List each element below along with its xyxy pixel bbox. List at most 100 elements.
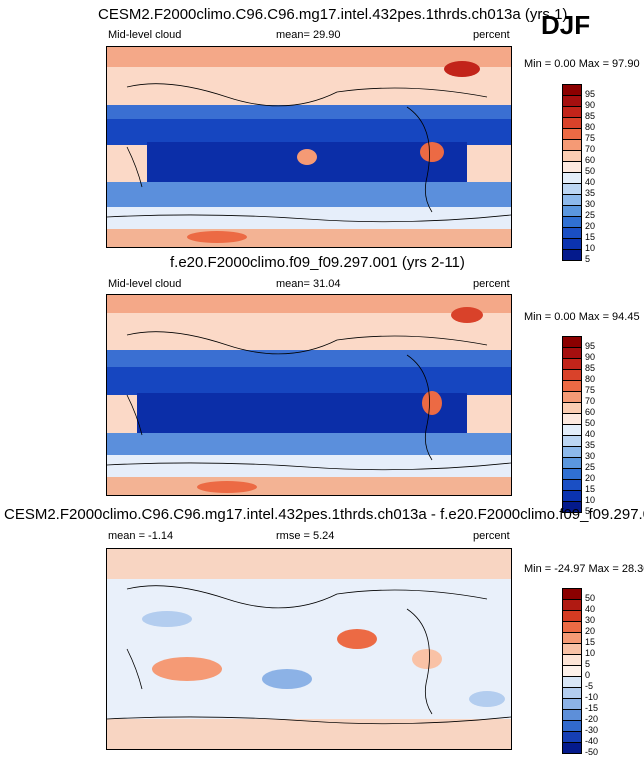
colorbar-level-label: -10 <box>585 692 599 702</box>
colorbar-swatch <box>563 195 581 206</box>
colorbar-level-label: 90 <box>585 100 596 110</box>
colorbar-swatch <box>563 140 581 151</box>
colorbar-swatch <box>563 699 581 710</box>
colorbar-level-label: 40 <box>585 429 596 439</box>
colorbar-level-label: 40 <box>585 604 596 614</box>
panel3-title: CESM2.F2000climo.C96.C96.mg17.intel.432p… <box>4 506 644 523</box>
panel3-rmse-label: rmse = 5.24 <box>276 530 335 542</box>
colorbar-swatch <box>563 721 581 732</box>
colorbar-swatch <box>563 173 581 184</box>
colorbar-swatch <box>563 480 581 491</box>
colorbar-level-label: 60 <box>585 155 596 165</box>
colorbar-swatch <box>563 206 581 217</box>
panel3-mean-label: mean = -1.14 <box>108 530 174 542</box>
colorbar-swatch <box>563 85 581 96</box>
panel1-title: CESM2.F2000climo.C96.C96.mg17.intel.432p… <box>98 6 568 23</box>
colorbar-level-label: 25 <box>585 462 596 472</box>
colorbar-level-label: 15 <box>585 637 596 647</box>
panel3-minmax-label: Min = -24.97 Max = 28.30 <box>524 563 644 575</box>
colorbar-level-label: 20 <box>585 626 596 636</box>
colorbar-level-label: 85 <box>585 111 596 121</box>
panel3-map-svg <box>107 549 511 749</box>
panel2-colorbar-swatches <box>562 336 582 513</box>
colorbar-swatch <box>563 611 581 622</box>
panel1-map <box>106 46 512 248</box>
colorbar-swatch <box>563 666 581 677</box>
colorbar-level-label: 10 <box>585 648 596 658</box>
colorbar-level-label: 5 <box>585 506 591 516</box>
panel1-units-label: percent <box>473 29 510 41</box>
panel3-colorbar: 50 40 30 20 15 10 5 0 -5 -10 -15 -20 -30 -40 -50 <box>562 588 598 757</box>
colorbar-swatch <box>563 425 581 436</box>
colorbar-level-label: 40 <box>585 177 596 187</box>
colorbar-swatch <box>563 655 581 666</box>
colorbar-swatch <box>563 502 581 513</box>
colorbar-level-label: 20 <box>585 473 596 483</box>
colorbar-swatch <box>563 633 581 644</box>
colorbar-level-label: 10 <box>585 243 596 253</box>
colorbar-level-label: -5 <box>585 681 594 691</box>
colorbar-swatch <box>563 644 581 655</box>
colorbar-swatch <box>563 732 581 743</box>
colorbar-level-label: 75 <box>585 133 596 143</box>
colorbar-level-label: 35 <box>585 188 596 198</box>
colorbar-level-label: 80 <box>585 122 596 132</box>
colorbar-swatch <box>563 359 581 370</box>
colorbar-level-label: 35 <box>585 440 596 450</box>
colorbar-swatch <box>563 469 581 480</box>
colorbar-swatch <box>563 622 581 633</box>
colorbar-swatch <box>563 184 581 195</box>
colorbar-level-label: 15 <box>585 232 596 242</box>
panel2-title: f.e20.F2000climo.f09_f09.297.001 (yrs 2-… <box>170 254 465 271</box>
colorbar-level-label: 5 <box>585 659 591 669</box>
colorbar-swatch <box>563 370 581 381</box>
colorbar-swatch <box>563 436 581 447</box>
colorbar-level-label: 85 <box>585 363 596 373</box>
panel2-map <box>106 294 512 496</box>
panel2-minmax-label: Min = 0.00 Max = 94.45 <box>524 311 640 323</box>
panel2-variable-label: Mid-level cloud <box>108 278 182 290</box>
panel2-mean-label: mean= 31.04 <box>276 278 341 290</box>
panel1-colorbar-swatches <box>562 84 582 261</box>
colorbar-swatch <box>563 677 581 688</box>
panel2-map-svg <box>107 295 511 495</box>
colorbar-level-label: -20 <box>585 714 599 724</box>
colorbar-level-label: 25 <box>585 210 596 220</box>
colorbar-swatch <box>563 403 581 414</box>
colorbar-level-label: -15 <box>585 703 599 713</box>
colorbar-level-label: 5 <box>585 254 591 264</box>
colorbar-level-label: 30 <box>585 615 596 625</box>
colorbar-swatch <box>563 458 581 469</box>
season-label: DJF <box>541 10 591 40</box>
colorbar-level-label: 20 <box>585 221 596 231</box>
colorbar-level-label: -50 <box>585 747 599 757</box>
colorbar-level-label: 75 <box>585 385 596 395</box>
colorbar-level-label: 95 <box>585 341 596 351</box>
panel3-units-label: percent <box>473 530 510 542</box>
colorbar-swatch <box>563 96 581 107</box>
colorbar-swatch <box>563 743 581 754</box>
colorbar-swatch <box>563 239 581 250</box>
panel2-units-label: percent <box>473 278 510 290</box>
colorbar-swatch <box>563 589 581 600</box>
colorbar-swatch <box>563 348 581 359</box>
panel2-colorbar: 95 90 85 80 75 70 60 50 40 35 30 25 20 15 10 5 <box>562 336 595 516</box>
colorbar-level-label: 80 <box>585 374 596 384</box>
colorbar-level-label: -30 <box>585 725 599 735</box>
colorbar-level-label: 95 <box>585 89 596 99</box>
colorbar-level-label: 0 <box>585 670 591 680</box>
panel1-variable-label: Mid-level cloud <box>108 29 182 41</box>
colorbar-swatch <box>563 414 581 425</box>
colorbar-level-label: 15 <box>585 484 596 494</box>
colorbar-swatch <box>563 337 581 348</box>
panel1-mean-label: mean= 29.90 <box>276 29 341 41</box>
colorbar-swatch <box>563 162 581 173</box>
colorbar-level-label: 50 <box>585 166 596 176</box>
colorbar-swatch <box>563 228 581 239</box>
colorbar-swatch <box>563 250 581 261</box>
panel3-map <box>106 548 512 750</box>
colorbar-swatch <box>563 392 581 403</box>
colorbar-level-label: 90 <box>585 352 596 362</box>
colorbar-swatch <box>563 129 581 140</box>
colorbar-level-label: 60 <box>585 407 596 417</box>
